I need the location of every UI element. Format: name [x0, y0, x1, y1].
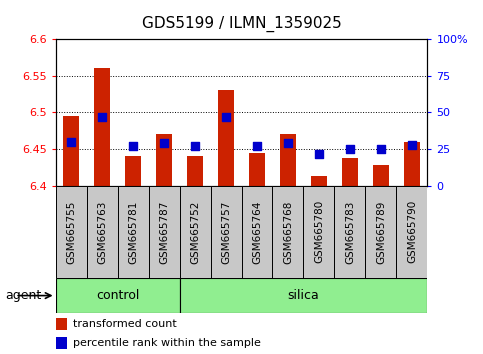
Point [191, 143, 199, 149]
Point [222, 114, 230, 120]
Text: GDS5199 / ILMN_1359025: GDS5199 / ILMN_1359025 [142, 16, 341, 32]
Bar [218, 90, 234, 186]
Point [346, 146, 354, 152]
Bar [211, 186, 242, 278]
Point [377, 146, 385, 152]
Text: GSM665768: GSM665768 [283, 200, 293, 264]
Bar [94, 68, 110, 186]
Text: GSM665764: GSM665764 [252, 200, 262, 264]
Point [284, 141, 292, 146]
Text: GSM665789: GSM665789 [376, 200, 386, 264]
Bar [280, 135, 296, 186]
Text: GSM665790: GSM665790 [407, 200, 417, 263]
Point [98, 114, 106, 120]
Bar [242, 186, 272, 278]
Point [129, 143, 137, 149]
Text: silica: silica [287, 289, 319, 302]
Bar [125, 156, 141, 186]
Text: GSM665783: GSM665783 [345, 200, 355, 264]
Bar [311, 176, 327, 186]
Point [408, 142, 416, 148]
Bar [272, 186, 303, 278]
Point [160, 141, 168, 146]
Bar [366, 186, 397, 278]
Text: GSM665757: GSM665757 [221, 200, 231, 264]
Bar [180, 278, 427, 313]
Text: GSM665752: GSM665752 [190, 200, 200, 264]
Point [67, 139, 75, 145]
Bar [149, 186, 180, 278]
Text: control: control [96, 289, 139, 302]
Bar [86, 186, 117, 278]
Bar [56, 337, 68, 349]
Point [253, 143, 261, 149]
Bar [180, 186, 211, 278]
Point [315, 151, 323, 156]
Text: transformed count: transformed count [73, 319, 177, 329]
Text: agent: agent [5, 289, 41, 302]
Text: GSM665787: GSM665787 [159, 200, 169, 264]
Text: GSM665763: GSM665763 [97, 200, 107, 264]
Bar [303, 186, 334, 278]
Text: percentile rank within the sample: percentile rank within the sample [73, 338, 261, 348]
Text: GSM665781: GSM665781 [128, 200, 138, 264]
Bar [63, 116, 79, 186]
Bar [249, 153, 265, 186]
Bar [187, 156, 203, 186]
Bar [334, 186, 366, 278]
Bar [373, 165, 389, 186]
Bar [56, 186, 86, 278]
Bar [56, 278, 180, 313]
Bar [342, 158, 358, 186]
Bar [404, 142, 420, 186]
Bar [397, 186, 427, 278]
Text: GSM665755: GSM665755 [66, 200, 76, 264]
Bar [56, 318, 68, 330]
Bar [117, 186, 149, 278]
Text: GSM665780: GSM665780 [314, 200, 324, 263]
Bar [156, 135, 172, 186]
